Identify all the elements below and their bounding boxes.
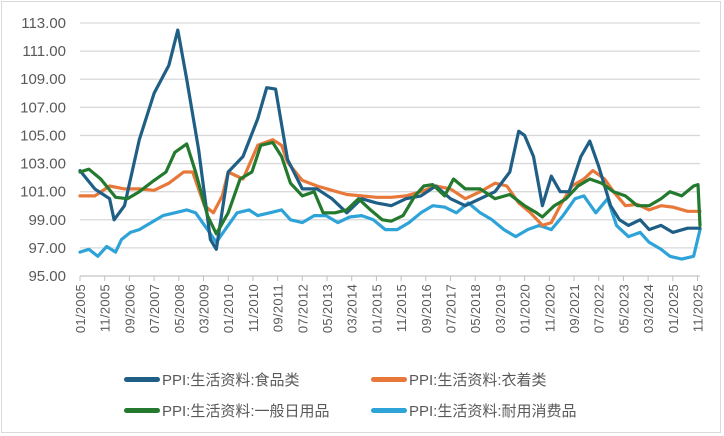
x-tick-label: 11/2020	[542, 284, 557, 332]
legend-swatch	[371, 408, 407, 413]
legend-label: PPI:生活资料:衣着类	[409, 372, 547, 389]
gridlines	[80, 22, 700, 277]
x-tick-label: 01/2015	[369, 284, 384, 333]
y-tick-label: 101.00	[20, 184, 66, 201]
x-tick-label: 07/2007	[147, 284, 162, 333]
x-tick-label: 01/2025	[666, 284, 681, 333]
y-tick-label: 113.00	[21, 15, 66, 32]
y-tick-label: 109.00	[20, 71, 66, 88]
y-tick-label: 107.00	[20, 99, 66, 116]
y-axis-ticks: 95.00 97.00 99.00 101.00 103.00 105.00 107.00 1…	[20, 15, 66, 285]
x-tick-label: 05/2008	[172, 284, 187, 333]
legend-item-food: PPI:生活资料:食品类	[124, 369, 300, 390]
legend-swatch	[124, 377, 160, 382]
x-tick-label: 07/2022	[592, 284, 607, 333]
x-tick-label: 11/2005	[98, 284, 113, 332]
series-lines	[78, 28, 702, 261]
y-tick-label: 111.00	[22, 43, 66, 60]
x-tick-label: 11/2025	[691, 284, 706, 332]
series-line-2	[78, 140, 702, 236]
legend-swatch	[371, 377, 407, 382]
y-tick-label: 99.00	[28, 212, 66, 229]
x-tick-label: 09/2021	[567, 284, 582, 333]
legend-item-durables: PPI:生活资料:耐用消费品	[371, 400, 577, 421]
x-tick-label: 05/2023	[616, 284, 631, 333]
series-line-0	[78, 28, 702, 251]
x-tick-label: 03/2024	[641, 284, 656, 333]
y-tick-label: 95.00	[28, 268, 66, 285]
y-tick-label: 97.00	[28, 240, 66, 257]
series-line-3	[78, 194, 702, 261]
x-tick-label: 09/2016	[419, 284, 434, 333]
x-tick-label: 07/2012	[295, 284, 310, 333]
x-tick-label: 07/2017	[444, 284, 459, 333]
legend-label: PPI:生活资料:耐用消费品	[409, 403, 577, 420]
legend-label: PPI:生活资料:一般日用品	[162, 403, 330, 420]
x-tick-label: 03/2014	[345, 284, 360, 333]
legend-swatch	[124, 408, 160, 413]
x-tick-label: 03/2019	[493, 284, 508, 333]
x-tick-label: 11/2015	[394, 284, 409, 332]
x-tick-label: 01/2010	[221, 284, 236, 333]
x-tick-label: 09/2011	[271, 284, 286, 332]
x-tick-label: 09/2006	[122, 284, 137, 333]
legend-item-daily-goods: PPI:生活资料:一般日用品	[124, 400, 330, 421]
x-tick-label: 01/2020	[518, 284, 533, 333]
y-tick-label: 105.00	[20, 127, 66, 144]
x-tick-label: 11/2010	[246, 284, 261, 332]
x-axis-ticks: 01/2005 11/2005 09/2006 07/2007 05/2008 03/20…	[73, 276, 706, 333]
x-tick-label: 05/2013	[320, 284, 335, 333]
y-tick-label: 103.00	[20, 156, 66, 173]
x-tick-label: 03/2009	[197, 284, 212, 333]
legend-label: PPI:生活资料:食品类	[162, 372, 300, 389]
x-tick-label: 01/2005	[73, 284, 88, 333]
x-tick-label: 05/2018	[468, 284, 483, 333]
legend-item-clothing: PPI:生活资料:衣着类	[371, 369, 547, 390]
